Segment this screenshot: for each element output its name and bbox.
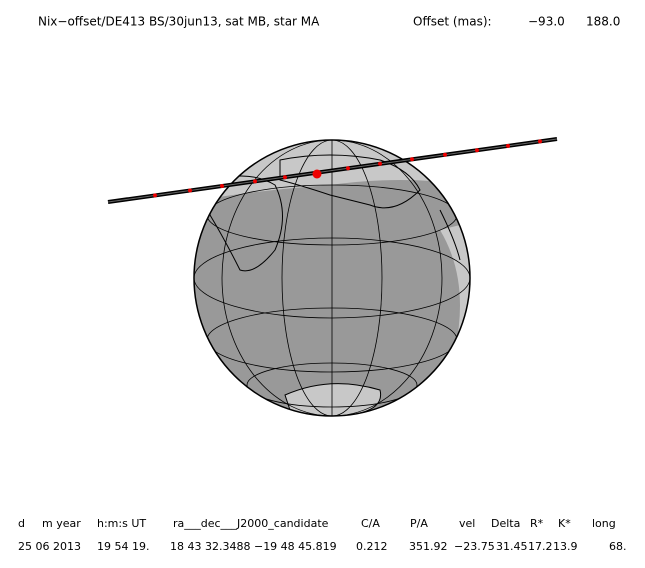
- table-cell: 17.2: [528, 540, 553, 553]
- offset-label: Offset (mas):: [413, 15, 492, 29]
- event-table: d m year h:m:s UT ra___dec___J2000_candidat…: [18, 517, 627, 553]
- table-cell: 68.: [609, 540, 627, 553]
- occultation-path: [107, 137, 558, 204]
- column-header: Delta: [491, 517, 520, 530]
- table-cell: 31.45: [496, 540, 528, 553]
- table-cell: 0.212: [356, 540, 388, 553]
- table-cell: 351.92: [409, 540, 448, 553]
- table-cell: 18 43 32.3488 −19 48 45.819: [170, 540, 337, 553]
- closest-approach: [312, 169, 322, 179]
- column-header: long: [592, 517, 616, 530]
- column-header: m year: [42, 517, 81, 530]
- map-title: Nix−offset/DE413 BS/30jun13, sat MB, sta…: [38, 15, 320, 29]
- path-dots: [153, 139, 542, 198]
- column-header: d: [18, 517, 25, 530]
- globe-outline: [193, 139, 471, 417]
- path-center: [107, 138, 558, 203]
- column-header: C/A: [361, 517, 380, 530]
- column-header: K*: [558, 517, 571, 530]
- column-header: R*: [530, 517, 544, 530]
- column-header: ra___dec___J2000_candidate: [173, 517, 329, 530]
- column-header: P/A: [410, 517, 428, 530]
- table-cell: −23.75: [454, 540, 495, 553]
- table-cell: 13.9: [553, 540, 578, 553]
- table-cell: 25 06 2013: [18, 540, 81, 553]
- column-header: vel: [459, 517, 475, 530]
- offset-value: 188.0: [586, 15, 620, 29]
- table-cell: 19 54 19.: [97, 540, 149, 553]
- column-header: h:m:s UT: [97, 517, 146, 530]
- offset-value: −93.0: [528, 15, 565, 29]
